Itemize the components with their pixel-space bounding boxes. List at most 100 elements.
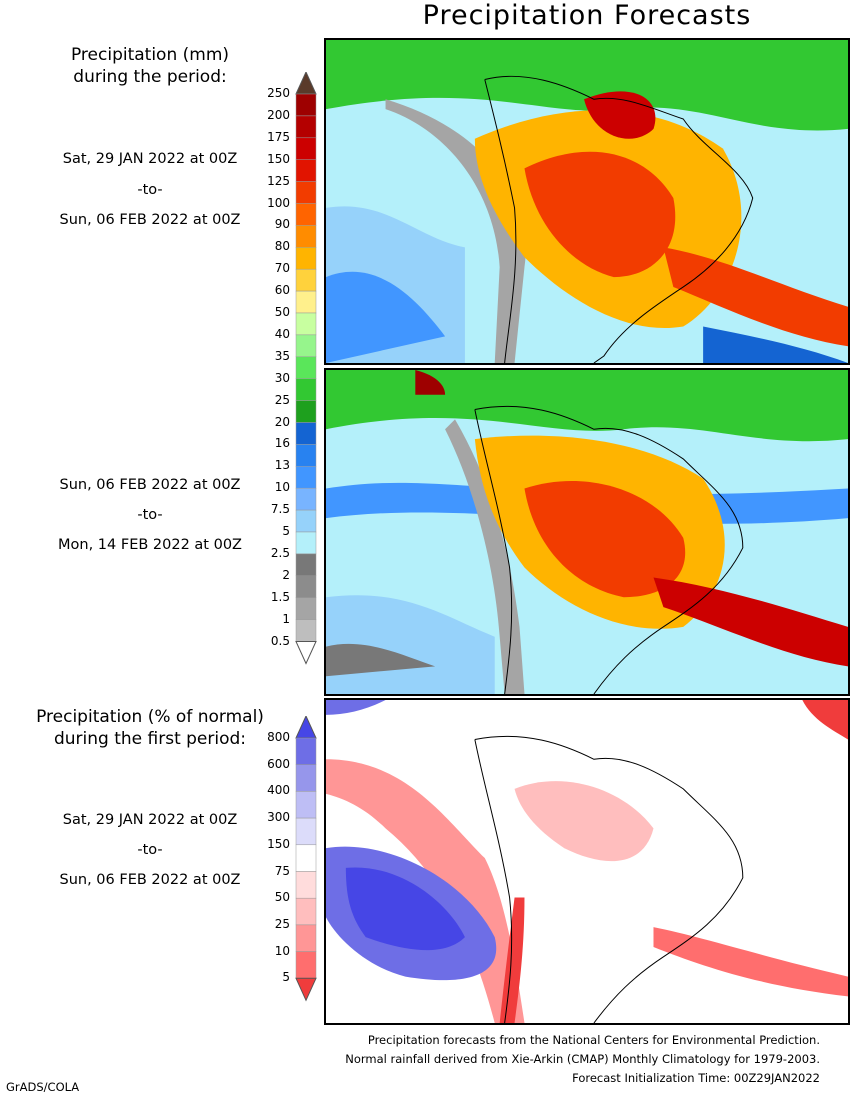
amount-colorbar-label: 175 [267, 129, 290, 144]
amount-colorbar-top-arrow [295, 72, 317, 95]
amount-colorbar-label: 13 [274, 458, 290, 473]
normal-colorbar-label: 75 [274, 863, 290, 878]
amount-colorbar-label: 0.5 [270, 633, 290, 648]
normal-colorbar-label: 600 [267, 756, 290, 771]
amount-colorbar-swatch [295, 137, 317, 160]
amount-colorbar-swatch [295, 400, 317, 423]
amount-colorbar-label: 1.5 [270, 589, 290, 604]
amount-colorbar-swatch [295, 356, 317, 379]
amount-colorbar-swatch [295, 115, 317, 139]
amount-colorbar-swatch [295, 619, 317, 642]
amount-colorbar-label: 7.5 [270, 502, 290, 517]
amount-colorbar-label: 40 [274, 326, 290, 341]
amount-colorbar-label: 20 [274, 414, 290, 429]
map-panel-period1 [324, 38, 850, 365]
period2-sep: -to- [137, 507, 163, 523]
amount-colorbar-swatch [295, 509, 317, 533]
amount-colorbar-label: 5 [282, 524, 290, 538]
normal-colorbar-label: 400 [267, 783, 290, 798]
normal-colorbar [295, 716, 317, 1002]
amount-colorbar-swatch [295, 290, 317, 314]
normal-colorbar-swatch [295, 737, 317, 765]
amount-colorbar-swatch [295, 553, 317, 577]
period2-end: Mon, 14 FEB 2022 at 00Z [58, 537, 242, 553]
period3-start: Sat, 29 JAN 2022 at 00Z [62, 812, 238, 828]
normal-legend-heading: Precipitation (% of normal) during the f… [10, 706, 290, 750]
period1-start: Sat, 29 JAN 2022 at 00Z [62, 151, 238, 167]
amount-colorbar-swatch [295, 225, 317, 248]
amount-colorbar-swatch [295, 597, 317, 620]
normal-colorbar-label: 150 [267, 836, 290, 851]
period1-sep: -to- [137, 182, 163, 198]
amount-colorbar-swatch [295, 203, 317, 226]
amount-colorbar-swatch [295, 444, 317, 467]
footer-line3: Forecast Initialization Time: 00Z29JAN20… [572, 1071, 820, 1085]
normal-colorbar-label: 300 [267, 810, 290, 825]
amount-colorbar-label: 150 [267, 151, 290, 166]
normal-colorbar-swatch [295, 924, 317, 952]
amount-colorbar-label: 200 [267, 107, 290, 122]
normal-colorbar-swatch [295, 817, 317, 846]
normal-colorbar-swatch [295, 764, 317, 792]
normal-colorbar-bottom-arrow [295, 977, 317, 1002]
footer-line2: Normal rainfall derived from Xie-Arkin (… [345, 1052, 820, 1066]
amount-colorbar-label: 80 [274, 239, 290, 254]
amount-legend-heading: Precipitation (mm) during the period: [0, 44, 300, 88]
amount-colorbar-swatch [295, 159, 317, 182]
amount-legend-heading-line1: Precipitation (mm) [70, 45, 230, 65]
normal-colorbar-swatch [295, 871, 317, 899]
amount-colorbar [295, 72, 317, 665]
amount-colorbar-label: 250 [267, 86, 290, 100]
amount-colorbar-label: 50 [274, 305, 290, 319]
normal-colorbar-label: 10 [274, 943, 290, 958]
amount-colorbar-swatch [295, 466, 317, 489]
amount-colorbar-label: 1 [282, 611, 290, 626]
amount-colorbar-label: 60 [274, 283, 290, 298]
amount-colorbar-swatch [295, 378, 317, 401]
amount-colorbar-label: 70 [274, 261, 290, 276]
normal-colorbar-swatch [295, 951, 317, 979]
amount-colorbar-swatch [295, 334, 317, 358]
normal-colorbar-label: 50 [274, 890, 290, 905]
amount-colorbar-swatch [295, 312, 317, 336]
normal-colorbar-label: 5 [282, 970, 290, 985]
amount-colorbar-label: 35 [274, 348, 290, 363]
amount-colorbar-swatch [295, 247, 317, 270]
amount-colorbar-label: 125 [267, 173, 290, 188]
page-title: Precipitation Forecasts [422, 0, 752, 31]
amount-colorbar-swatch [295, 268, 317, 292]
amount-colorbar-label: 25 [274, 392, 290, 407]
period2-start: Sun, 06 FEB 2022 at 00Z [59, 477, 241, 493]
amount-colorbar-bottom-arrow [295, 641, 317, 665]
amount-colorbar-swatch [295, 422, 317, 445]
amount-colorbar-label: 10 [274, 480, 290, 495]
period1-end: Sun, 06 FEB 2022 at 00Z [59, 212, 241, 228]
normal-colorbar-top-arrow [295, 716, 317, 739]
normal-colorbar-swatch [295, 791, 317, 819]
footer: Precipitation forecasts from the Nationa… [345, 1031, 820, 1088]
amount-colorbar-swatch [295, 93, 317, 117]
amount-legend-heading-line2: during the period: [73, 67, 227, 87]
period3-end: Sun, 06 FEB 2022 at 00Z [59, 872, 241, 888]
normal-legend-heading-line2: during the first period: [53, 729, 247, 749]
credit: GrADS/COLA [6, 1080, 80, 1094]
amount-colorbar-label: 2 [282, 567, 290, 582]
normal-colorbar-label: 25 [274, 916, 290, 931]
amount-colorbar-swatch [295, 487, 317, 511]
normal-colorbar-label: 800 [267, 730, 290, 744]
amount-colorbar-label: 90 [274, 217, 290, 232]
map-panel-period2 [324, 368, 850, 696]
amount-colorbar-label: 2.5 [270, 545, 290, 560]
amount-colorbar-swatch [295, 181, 317, 204]
amount-colorbar-swatch [295, 531, 317, 555]
amount-colorbar-label: 16 [274, 436, 290, 451]
footer-line1: Precipitation forecasts from the Nationa… [367, 1033, 820, 1047]
amount-colorbar-label: 30 [274, 370, 290, 385]
amount-colorbar-swatch [295, 575, 317, 598]
amount-colorbar-label: 100 [267, 195, 290, 210]
normal-colorbar-swatch [295, 844, 317, 872]
normal-legend-heading-line1: Precipitation (% of normal) [36, 707, 264, 727]
period3-sep: -to- [137, 842, 163, 858]
map-panel-percent-normal [324, 698, 850, 1025]
normal-colorbar-swatch [295, 897, 317, 926]
